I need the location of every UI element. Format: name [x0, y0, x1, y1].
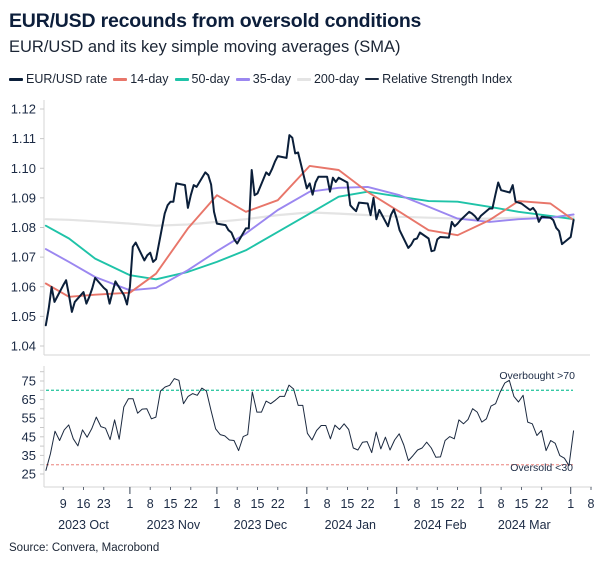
x-tick-label: 15	[340, 497, 354, 511]
rsi-y-tick-label: 65	[22, 392, 36, 407]
legend-item-rsi: Relative Strength Index	[365, 72, 512, 86]
legend-item-eurusd: EUR/USD rate	[9, 72, 107, 86]
x-month-label: 2023 Nov	[147, 518, 201, 532]
price-y-tick-label: 1.11	[12, 131, 36, 146]
x-tick-label: 22	[184, 497, 198, 511]
legend-label: Relative Strength Index	[382, 72, 513, 86]
legend-item-200day: 200-day	[296, 72, 360, 86]
x-month-label: 2023 Oct	[58, 518, 109, 532]
x-tick-label: 22	[451, 497, 465, 511]
legend-item-35day: 35-day	[235, 72, 291, 86]
x-tick-label: 15	[430, 497, 444, 511]
overbought-label: Overbought >70	[499, 370, 575, 382]
price-y-tick-label: 1.05	[11, 309, 36, 324]
50-day-sma-line	[44, 190, 575, 281]
legend-swatch	[174, 77, 189, 81]
x-tick-label: 23	[97, 497, 111, 511]
source-note: Source: Convera, Macrobond	[9, 542, 160, 554]
legend-label: 200-day	[313, 72, 360, 86]
x-tick-label: 8	[588, 497, 595, 511]
x-month-label: 2024 Feb	[414, 518, 467, 532]
eurusd-line	[44, 134, 575, 327]
chart-title: EUR/USD recounds from oversold condition…	[9, 10, 422, 32]
rsi-y-tick-label: 45	[22, 429, 36, 444]
x-tick-label: 16	[77, 497, 91, 511]
price-y-tick-label: 1.06	[11, 279, 36, 294]
x-month-label: 2024 Jan	[325, 518, 376, 532]
x-tick-label: 8	[234, 497, 241, 511]
200-day-sma-line	[44, 211, 575, 227]
legend-label: 50-day	[191, 72, 230, 86]
x-tick-label: 8	[324, 497, 331, 511]
x-tick-label: 1	[126, 497, 133, 511]
legend-swatch	[296, 77, 311, 81]
legend: EUR/USD rate 14-day 50-day 35-day 200-da…	[9, 72, 512, 86]
legend-label: EUR/USD rate	[26, 72, 108, 86]
x-tick-label: 1	[477, 497, 484, 511]
price-y-tick-label: 1.07	[11, 250, 36, 265]
legend-item-14day: 14-day	[113, 72, 169, 86]
price-y-tick-label: 1.08	[11, 220, 36, 235]
x-month-label: 2024 Mar	[498, 518, 551, 532]
legend-label: 35-day	[252, 72, 291, 86]
x-tick-label: 1	[303, 497, 310, 511]
x-tick-label: 8	[498, 497, 505, 511]
rsi-y-tick-label: 55	[22, 411, 36, 426]
x-tick-label: 22	[535, 497, 549, 511]
rsi-line	[45, 378, 575, 471]
price-y-tick-label: 1.12	[11, 102, 36, 117]
chart-subtitle: EUR/USD and its key simple moving averag…	[9, 38, 401, 56]
price-y-tick-label: 1.04	[11, 339, 36, 354]
legend-swatch	[365, 78, 380, 80]
price-y-tick-label: 1.09	[11, 190, 36, 205]
rsi-y-tick-label: 75	[22, 374, 36, 389]
rsi-y-tick-label: 25	[22, 467, 36, 482]
oversold-label: Oversold <30	[510, 462, 573, 474]
x-tick-label: 22	[271, 497, 285, 511]
x-tick-label: 1	[567, 497, 574, 511]
x-tick-label: 1	[213, 497, 220, 511]
x-tick-label: 15	[514, 497, 528, 511]
legend-swatch	[9, 77, 23, 81]
legend-swatch	[113, 77, 128, 81]
legend-label: 14-day	[130, 72, 169, 86]
x-tick-label: 15	[251, 497, 265, 511]
x-tick-label: 22	[361, 497, 375, 511]
legend-item-50day: 50-day	[174, 72, 230, 86]
rsi-y-tick-label: 35	[22, 448, 36, 463]
legend-swatch	[235, 77, 250, 81]
x-tick-label: 15	[164, 497, 178, 511]
x-tick-label: 8	[414, 497, 421, 511]
x-month-label: 2023 Dec	[234, 518, 288, 532]
x-tick-label: 9	[60, 497, 67, 511]
x-tick-label: 8	[147, 497, 154, 511]
price-y-tick-label: 1.10	[11, 161, 36, 176]
x-tick-label: 1	[393, 497, 400, 511]
